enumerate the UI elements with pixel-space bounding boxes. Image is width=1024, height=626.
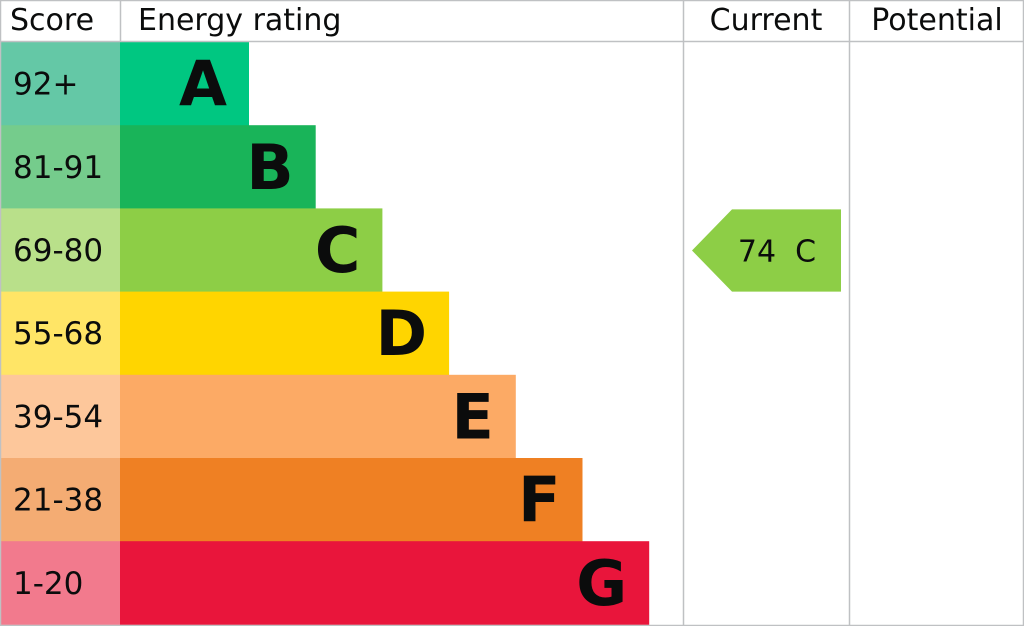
score-cell-g <box>0 541 120 625</box>
rating-bar-b <box>120 125 316 209</box>
rating-letter: E <box>451 380 493 453</box>
rating-letter: G <box>576 547 627 620</box>
rating-bar-f <box>120 458 583 542</box>
header-current: Current <box>710 3 823 38</box>
current-rating-label: 74 C <box>738 235 816 270</box>
header-potential: Potential <box>871 3 1002 38</box>
score-cell-e <box>0 374 120 459</box>
rating-letter: A <box>179 48 227 121</box>
score-cell-d <box>0 291 120 376</box>
rating-bar-g <box>120 541 650 625</box>
rating-bar-d <box>120 291 450 376</box>
score-range-label: 69-80 <box>13 233 103 269</box>
score-range-label: 21-38 <box>13 483 103 519</box>
score-range-label: 55-68 <box>13 316 103 352</box>
rating-letter: C <box>315 214 361 287</box>
rating-bar-e <box>120 374 516 459</box>
rating-letter: F <box>518 464 560 537</box>
header-score: Score <box>10 3 94 38</box>
rating-bar-c <box>120 208 383 293</box>
current-rating-arrow <box>692 209 841 292</box>
rating-bar-a <box>120 42 249 126</box>
score-range-label: 92+ <box>13 67 78 103</box>
header-energy-rating: Energy rating <box>138 3 341 38</box>
score-cell-f <box>0 458 120 542</box>
rating-letter: D <box>376 297 427 370</box>
score-cell-b <box>0 125 120 209</box>
score-cell-c <box>0 208 120 293</box>
score-range-label: 81-91 <box>13 150 103 186</box>
score-range-label: 39-54 <box>13 399 103 435</box>
score-range-label: 1-20 <box>13 566 83 602</box>
score-cell-a <box>0 42 120 126</box>
rating-letter: B <box>246 131 293 204</box>
